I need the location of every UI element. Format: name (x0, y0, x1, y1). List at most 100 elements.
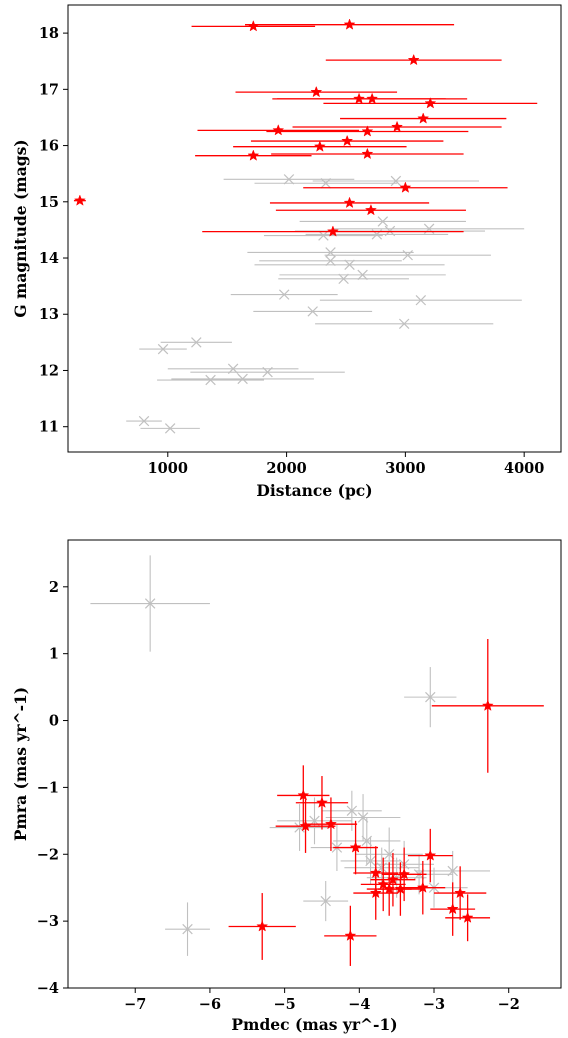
star-point (386, 873, 399, 885)
x-point (182, 923, 193, 935)
x-point-stroke (320, 895, 331, 907)
star-point (349, 841, 362, 853)
x-tick-label: −4 (348, 996, 370, 1013)
star-point (247, 20, 260, 32)
x-point (283, 174, 295, 185)
x-point (320, 178, 332, 189)
star-point (369, 886, 382, 899)
y-tick-label: 11 (39, 419, 59, 436)
x-point-stroke (278, 289, 290, 300)
y-tick-label: 15 (39, 194, 59, 211)
star-point (315, 796, 328, 808)
x-point-stroke (377, 216, 389, 227)
x-point (447, 865, 458, 877)
y-tick-label: 18 (39, 25, 59, 42)
plot-frame (67, 4, 562, 453)
y-tick-label: −3 (37, 913, 59, 930)
star-point (310, 85, 323, 98)
x-point-stroke (365, 855, 376, 867)
x-point (191, 337, 202, 348)
x-tick-label: −7 (124, 996, 146, 1013)
x-point-stroke (307, 306, 318, 317)
y-tick-label: 1 (49, 646, 59, 663)
y-tick-label: 16 (39, 138, 59, 155)
y-tick-label: −2 (37, 846, 59, 863)
x-point (325, 255, 336, 267)
x-point-stroke (402, 249, 413, 261)
x-point (307, 306, 318, 317)
x-point-stroke (157, 343, 169, 355)
star-point (256, 920, 269, 932)
x-point-stroke (398, 318, 410, 330)
x-point-stroke (262, 366, 273, 378)
x-point-stroke (346, 805, 358, 817)
x-point (415, 294, 427, 306)
star-point (313, 140, 326, 152)
x-tick-label: 3000 (385, 460, 425, 477)
star-point (324, 817, 337, 830)
star-point (326, 225, 339, 237)
y-axis-title: Pmra (mas yr^-1) (11, 687, 30, 841)
x-axis-title: Pmdec (mas yr^-1) (231, 1015, 397, 1034)
x-point (320, 895, 331, 907)
x-point (318, 230, 329, 241)
highlight-series (73, 18, 538, 237)
x-point (425, 691, 436, 703)
x-point (377, 216, 389, 227)
x-point (344, 259, 355, 270)
x-tick-label: −5 (273, 996, 295, 1013)
x-point-stroke (318, 230, 329, 241)
x-point-stroke (447, 865, 458, 877)
x-point-stroke (237, 373, 248, 385)
star-point (247, 149, 260, 161)
star-point (391, 120, 404, 133)
star-point (424, 849, 437, 861)
star-point (454, 886, 467, 899)
x-point (402, 249, 413, 261)
y-tick-label: 12 (39, 362, 59, 379)
x-point-stroke (191, 337, 202, 348)
star-point (481, 699, 494, 711)
x-point (346, 805, 358, 817)
highlight-series (228, 638, 544, 966)
star-point (461, 911, 474, 923)
x-point-stroke (144, 598, 156, 609)
x-point-stroke (357, 812, 369, 823)
star-point (361, 125, 374, 137)
x-point-stroke (205, 374, 216, 386)
plot-frame (67, 539, 562, 989)
x-point-stroke (425, 691, 436, 703)
x-point-stroke (138, 415, 150, 427)
x-point (338, 273, 349, 285)
star-point (361, 147, 374, 160)
x-point-stroke (383, 849, 395, 860)
star-point (341, 134, 354, 147)
x-point (278, 289, 290, 300)
x-point-stroke (182, 923, 193, 935)
y-axis-title: G magnitude (mags) (11, 139, 30, 317)
star-point (364, 203, 377, 216)
x-tick-label: 1000 (148, 460, 188, 477)
star-point (399, 181, 412, 193)
x-point (138, 415, 150, 427)
star-point (417, 112, 430, 124)
x-point (390, 175, 402, 187)
x-point (205, 374, 216, 386)
x-tick-label: 2000 (266, 460, 306, 477)
x-axis-title: Distance (pc) (256, 481, 372, 500)
x-point-stroke (283, 174, 295, 185)
proper-motion-plot: −7 −6 −5 −4 −3 −2 −4 −3 −2 −1 0 1 2 Pmdec (mas yr^-1)… (11, 539, 562, 1034)
x-point (157, 343, 169, 355)
x-point (262, 366, 273, 378)
x-tick-label: −3 (423, 996, 445, 1013)
star-point (424, 97, 437, 109)
x-point (164, 423, 176, 434)
y-tick-label: −4 (37, 980, 59, 997)
y-tick-label: 2 (49, 579, 59, 596)
x-point (365, 855, 376, 867)
x-point-stroke (357, 269, 368, 281)
star-point (377, 878, 390, 890)
star-point (73, 194, 86, 206)
star-point (343, 196, 356, 209)
